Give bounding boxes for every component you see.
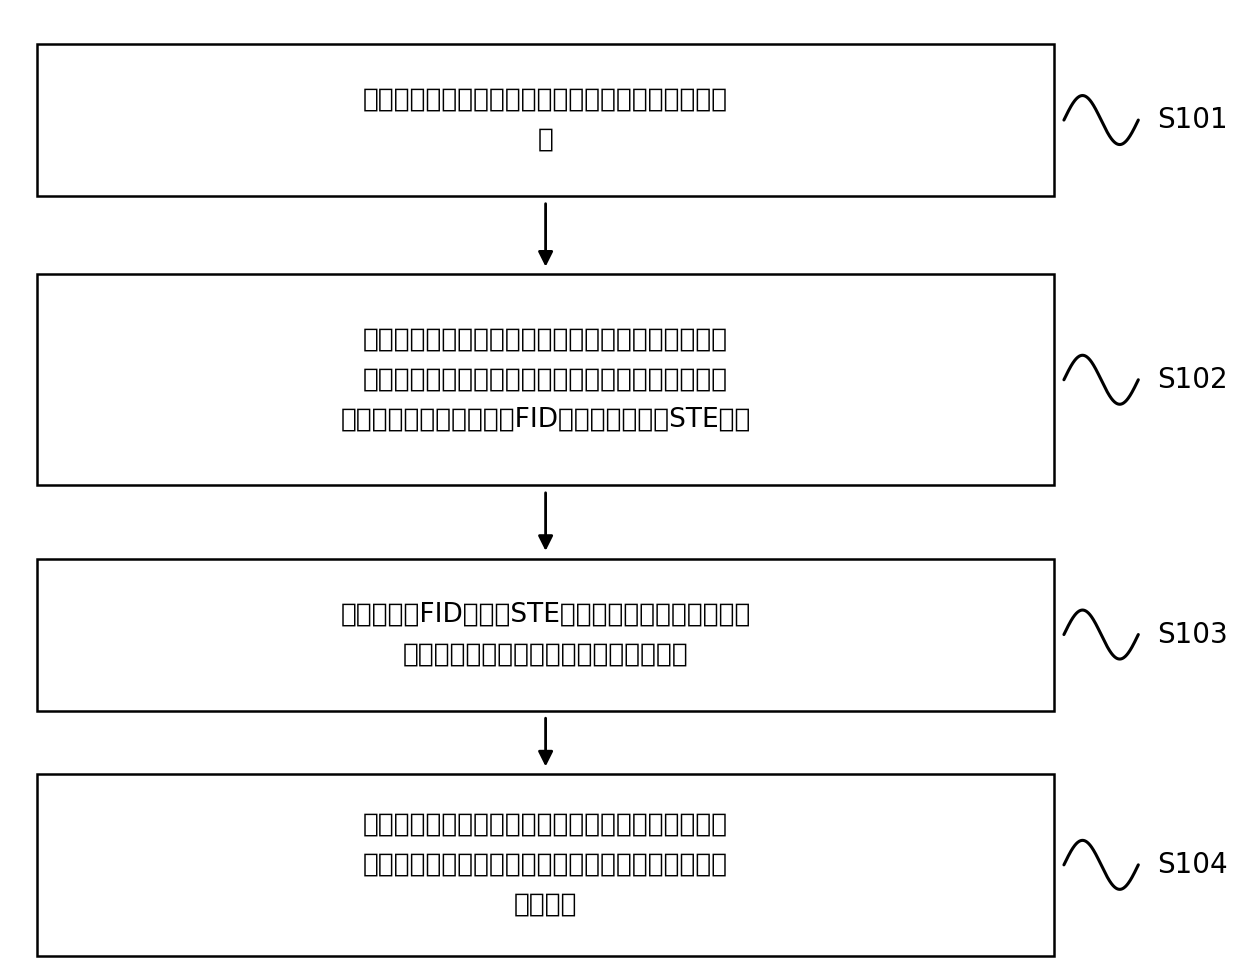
FancyBboxPatch shape bbox=[37, 44, 1054, 196]
Text: 基于采集的FID信号和STE信号，确定各初始电压值对
应的感兴趣区域内的射频脉冲翻转角均值: 基于采集的FID信号和STE信号，确定各初始电压值对 应的感兴趣区域内的射频脉冲… bbox=[341, 602, 750, 667]
Text: 利用各初始电压值及对应的感兴趣区域内的射频脉冲
翻转角均值，通过线性拟合获取目标翻转角对应的参
考电压值: 利用各初始电压值及对应的感兴趣区域内的射频脉冲 翻转角均值，通过线性拟合获取目标… bbox=[363, 811, 728, 918]
Text: 根据扫描序列，在感兴趣区域的视场范围选定扫描层
面: 根据扫描序列，在感兴趣区域的视场范围选定扫描层 面 bbox=[363, 87, 728, 153]
Text: S104: S104 bbox=[1157, 851, 1228, 879]
Text: 在选定扫描层面上，分至少两次分别以不同初始电压
值作为射频发射电压值激励射频脉冲，采集扫描序列
每次获得的自由感应衰减FID信号和受激回波STE信号: 在选定扫描层面上，分至少两次分别以不同初始电压 值作为射频发射电压值激励射频脉冲… bbox=[341, 326, 750, 433]
Text: S103: S103 bbox=[1157, 620, 1228, 649]
FancyBboxPatch shape bbox=[37, 559, 1054, 710]
FancyBboxPatch shape bbox=[37, 274, 1054, 485]
Text: S102: S102 bbox=[1157, 366, 1228, 394]
Text: S101: S101 bbox=[1157, 106, 1228, 134]
FancyBboxPatch shape bbox=[37, 774, 1054, 956]
